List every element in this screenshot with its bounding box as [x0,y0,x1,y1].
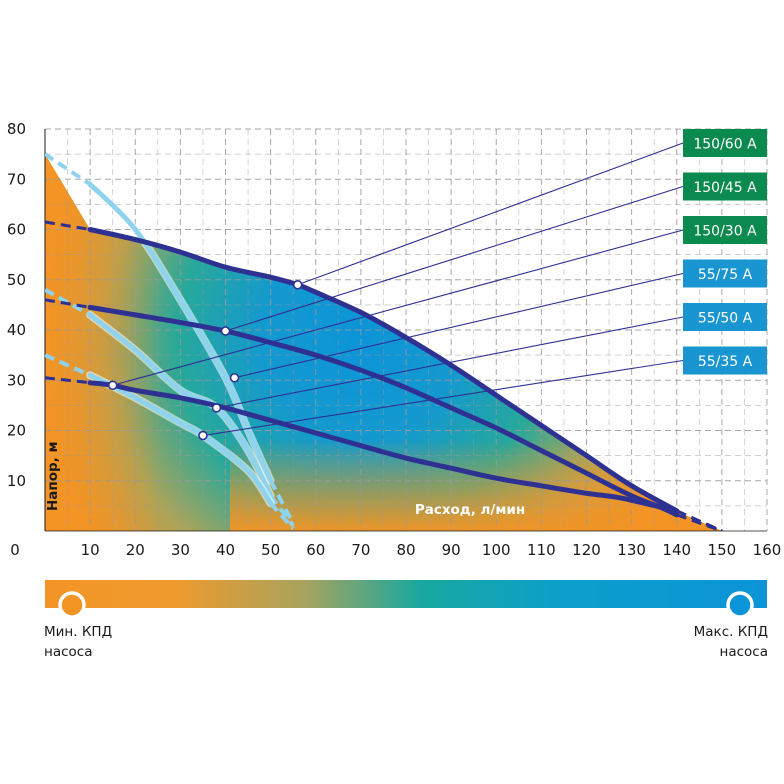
x-tick-label: 50 [261,541,280,559]
x-tick-label: 100 [482,541,511,559]
curve-marker [292,279,303,290]
curve-marker [229,372,240,383]
x-tick-label: 120 [572,541,601,559]
model-tag-label: 150/45 A [693,180,757,196]
y-tick-label: 20 [7,422,26,440]
curve-end-dashed [268,479,295,525]
curve-marker [220,326,231,336]
x-tick-label: 90 [442,541,461,559]
model-tag-label: 55/50 A [698,311,753,327]
curve-start-dashed [45,376,91,385]
y-tick-label: 70 [7,170,26,188]
x-tick-label: 70 [351,541,370,559]
curve-start-dashed [45,298,91,309]
max-efficiency-label-line1: Макс. КПД [693,624,768,640]
y-tick-label: 40 [7,321,26,339]
x-axis-title: Расход, л/мин [415,502,525,518]
leader-line [112,229,684,386]
x-tick-label: 0 [10,541,20,559]
axes [44,129,767,532]
model-tag-label: 55/75 A [698,267,753,283]
model-tag [683,172,767,201]
efficiency-scale [45,580,767,619]
model-tag-label: 150/60 A [693,137,757,153]
min-efficiency-label-line2: насоса [44,644,93,660]
curve-end-dashed [676,513,723,531]
curve-end-dashed [676,509,723,531]
x-tick-label: 20 [126,541,145,559]
min-efficiency-marker [58,591,86,619]
x-tick-label: 30 [171,541,190,559]
curve-end-dashed [268,494,295,528]
leader-line [216,316,684,409]
x-tick-label: 110 [527,541,556,559]
curve-marker [211,403,222,413]
curve-start-dashed [45,152,92,186]
pump-curves [45,152,723,531]
leader-line [202,359,684,437]
x-tick-label: 10 [81,541,100,559]
leader-line [297,142,684,286]
model-tag-label: 55/35 A [698,354,753,370]
leader-line [225,185,684,332]
model-tag [683,259,767,288]
max-efficiency-label-line2: насоса [719,644,768,660]
curve-55-50-a [87,312,274,499]
model-tag [683,216,767,244]
curve-150-30-a [87,380,680,514]
x-tick-label: 60 [306,541,325,559]
curve-55-35-a [87,372,274,506]
y-axis-title: Напор, м [45,441,61,511]
x-tick-label: 150 [708,541,737,559]
y-tick-label: 50 [7,271,26,289]
curve-end-dashed [269,502,295,530]
x-tick-label: 80 [396,541,415,559]
model-tags: 150/60 A 150/45 A 150/30 A 55/75 A 55/50 A 55… [683,129,767,375]
model-tag [683,129,767,157]
leader-line [234,272,684,379]
y-tick-label: 30 [7,371,26,389]
model-tag [683,346,767,375]
model-tag [683,303,767,331]
y-tick-label: 60 [7,221,26,239]
min-efficiency-label-line1: Мин. КПД [44,624,113,640]
x-tick-label: 40 [216,541,235,559]
x-tick-label: 130 [617,541,646,559]
leader-lines [112,142,684,437]
tick-labels: 0 10 20 30 40 50 60 70 80 90 100 110 120 130 140 150 160… [7,120,781,559]
model-tag-label: 150/30 A [693,224,757,240]
curve-marker [107,380,118,391]
min-efficiency-label: Мин. КПД насоса [44,622,112,662]
curve-start-dashed [45,220,91,231]
y-tick-label: 10 [7,472,26,490]
curve-markers [107,279,303,441]
curve-start-dashed [45,353,91,378]
curve-marker [198,430,208,441]
curve-150-45-a [87,304,680,518]
max-efficiency-label: Макс. КПД насоса [694,622,768,662]
efficiency-scale-bar [45,580,767,608]
curve-150-60-a [87,227,680,514]
x-tick-label: 140 [662,541,691,559]
x-tick-label: 160 [753,541,782,559]
max-efficiency-marker [726,591,754,619]
y-tick-label: 80 [7,120,26,138]
